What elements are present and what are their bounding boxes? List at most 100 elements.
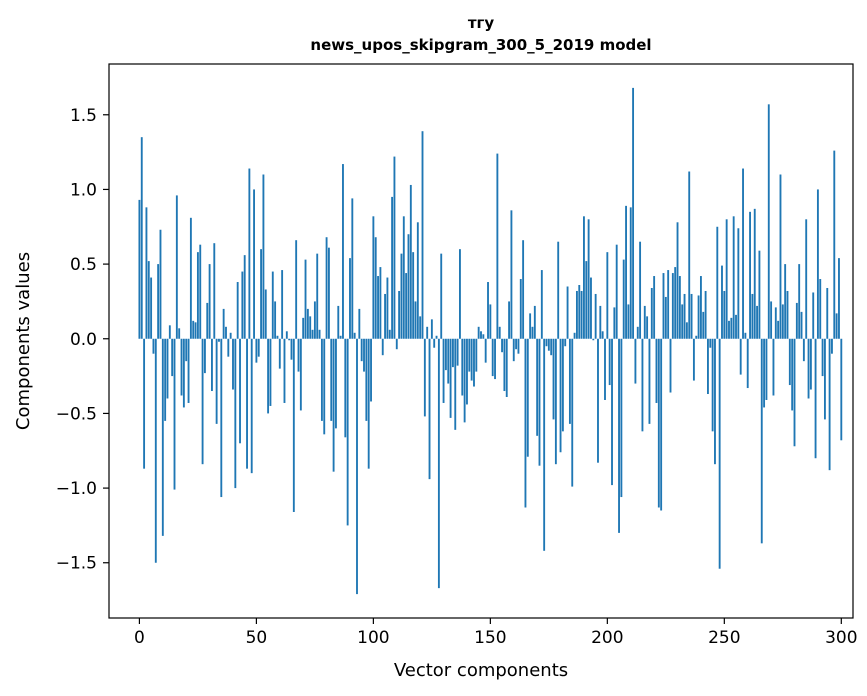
bar-252	[728, 320, 730, 339]
bar-128	[437, 338, 440, 589]
bar-125	[430, 319, 433, 339]
bars-group	[138, 87, 843, 595]
bar-155	[501, 338, 503, 353]
bar-110	[395, 338, 398, 350]
y-tick-label: 1.5	[70, 106, 97, 126]
bar-77	[318, 329, 321, 339]
x-axis-ticks: 0 50 100 150 200 250 300	[134, 618, 858, 648]
bar-189	[580, 290, 583, 339]
y-axis-ticks: −1.5 −1.0 −0.5 0.0 0.5 1.0 1.5	[56, 106, 109, 574]
bar-16	[175, 195, 178, 339]
bar-158	[508, 301, 511, 339]
bar-245	[711, 338, 714, 432]
chart-title-line-1: тгу	[468, 14, 495, 32]
bar-23	[192, 320, 195, 339]
bar-65	[290, 338, 293, 360]
bar-216	[643, 305, 646, 339]
bar-134	[451, 338, 454, 368]
bar-256	[737, 228, 740, 339]
bar-168	[531, 326, 534, 339]
bar-79	[323, 338, 326, 435]
bar-70	[302, 317, 305, 339]
bar-29	[206, 302, 209, 339]
bar-236	[690, 293, 693, 339]
bar-105	[384, 293, 387, 339]
bar-178	[554, 338, 557, 465]
bar-129	[440, 253, 443, 339]
bar-6	[152, 338, 155, 354]
bar-101	[374, 237, 377, 339]
bar-98	[367, 338, 370, 469]
bar-281	[795, 302, 798, 339]
bar-285	[805, 219, 808, 339]
bar-230	[676, 222, 679, 339]
bar-295	[828, 338, 831, 471]
bar-36	[222, 308, 225, 339]
bar-265	[758, 250, 761, 339]
bar-126	[433, 338, 436, 348]
bar-160	[512, 338, 515, 362]
bar-156	[503, 338, 506, 392]
bar-157	[505, 338, 508, 397]
bar-11	[164, 338, 167, 421]
bar-81	[327, 247, 330, 339]
bar-251	[725, 219, 728, 339]
x-tick-label: 300	[825, 628, 857, 648]
bar-123	[426, 326, 429, 339]
bar-69	[299, 338, 302, 411]
bar-229	[674, 267, 677, 339]
bar-66	[292, 338, 295, 512]
bar-207	[622, 259, 625, 339]
bar-224	[662, 273, 665, 339]
bar-159	[510, 210, 513, 339]
bar-171	[538, 338, 541, 466]
bar-8	[157, 264, 160, 339]
bar-249	[721, 265, 723, 339]
x-tick-label: 100	[357, 628, 389, 648]
bar-143	[473, 338, 475, 387]
bar-199	[604, 338, 606, 400]
bar-192	[587, 219, 590, 339]
bar-127	[435, 335, 438, 339]
bar-170	[536, 338, 539, 436]
bar-75	[313, 301, 316, 339]
bar-108	[391, 196, 394, 339]
bar-268	[765, 338, 768, 400]
bar-133	[449, 338, 452, 418]
bar-117	[412, 252, 415, 339]
bar-137	[459, 249, 461, 339]
bar-275	[781, 304, 784, 339]
bar-266	[760, 338, 763, 544]
bar-198	[601, 331, 604, 339]
bar-232	[681, 304, 684, 339]
bar-3	[145, 207, 148, 339]
bar-291	[819, 279, 822, 339]
bar-91	[351, 198, 354, 339]
bar-253	[730, 317, 733, 339]
bar-45	[243, 255, 246, 339]
bar-152	[494, 338, 496, 380]
bar-277	[786, 290, 789, 339]
bar-100	[372, 216, 375, 339]
y-tick-label: −0.5	[56, 404, 97, 424]
bar-228	[671, 273, 674, 339]
bar-107	[388, 329, 391, 339]
bar-186	[573, 332, 576, 339]
bar-55	[267, 338, 270, 414]
bar-231	[678, 276, 681, 339]
bar-270	[770, 301, 773, 339]
bar-43	[239, 338, 241, 444]
bar-165	[524, 338, 527, 508]
bar-279	[791, 338, 794, 411]
bar-195	[594, 293, 597, 339]
y-axis-label: Components values	[13, 252, 34, 430]
bar-182	[564, 338, 567, 347]
bar-237	[692, 338, 695, 381]
bar-83	[332, 338, 335, 472]
bar-74	[311, 329, 314, 339]
bar-118	[414, 301, 417, 339]
bar-92	[353, 332, 356, 339]
x-axis-label: Vector components	[394, 660, 568, 681]
bar-10	[161, 338, 164, 536]
bar-167	[529, 313, 532, 339]
